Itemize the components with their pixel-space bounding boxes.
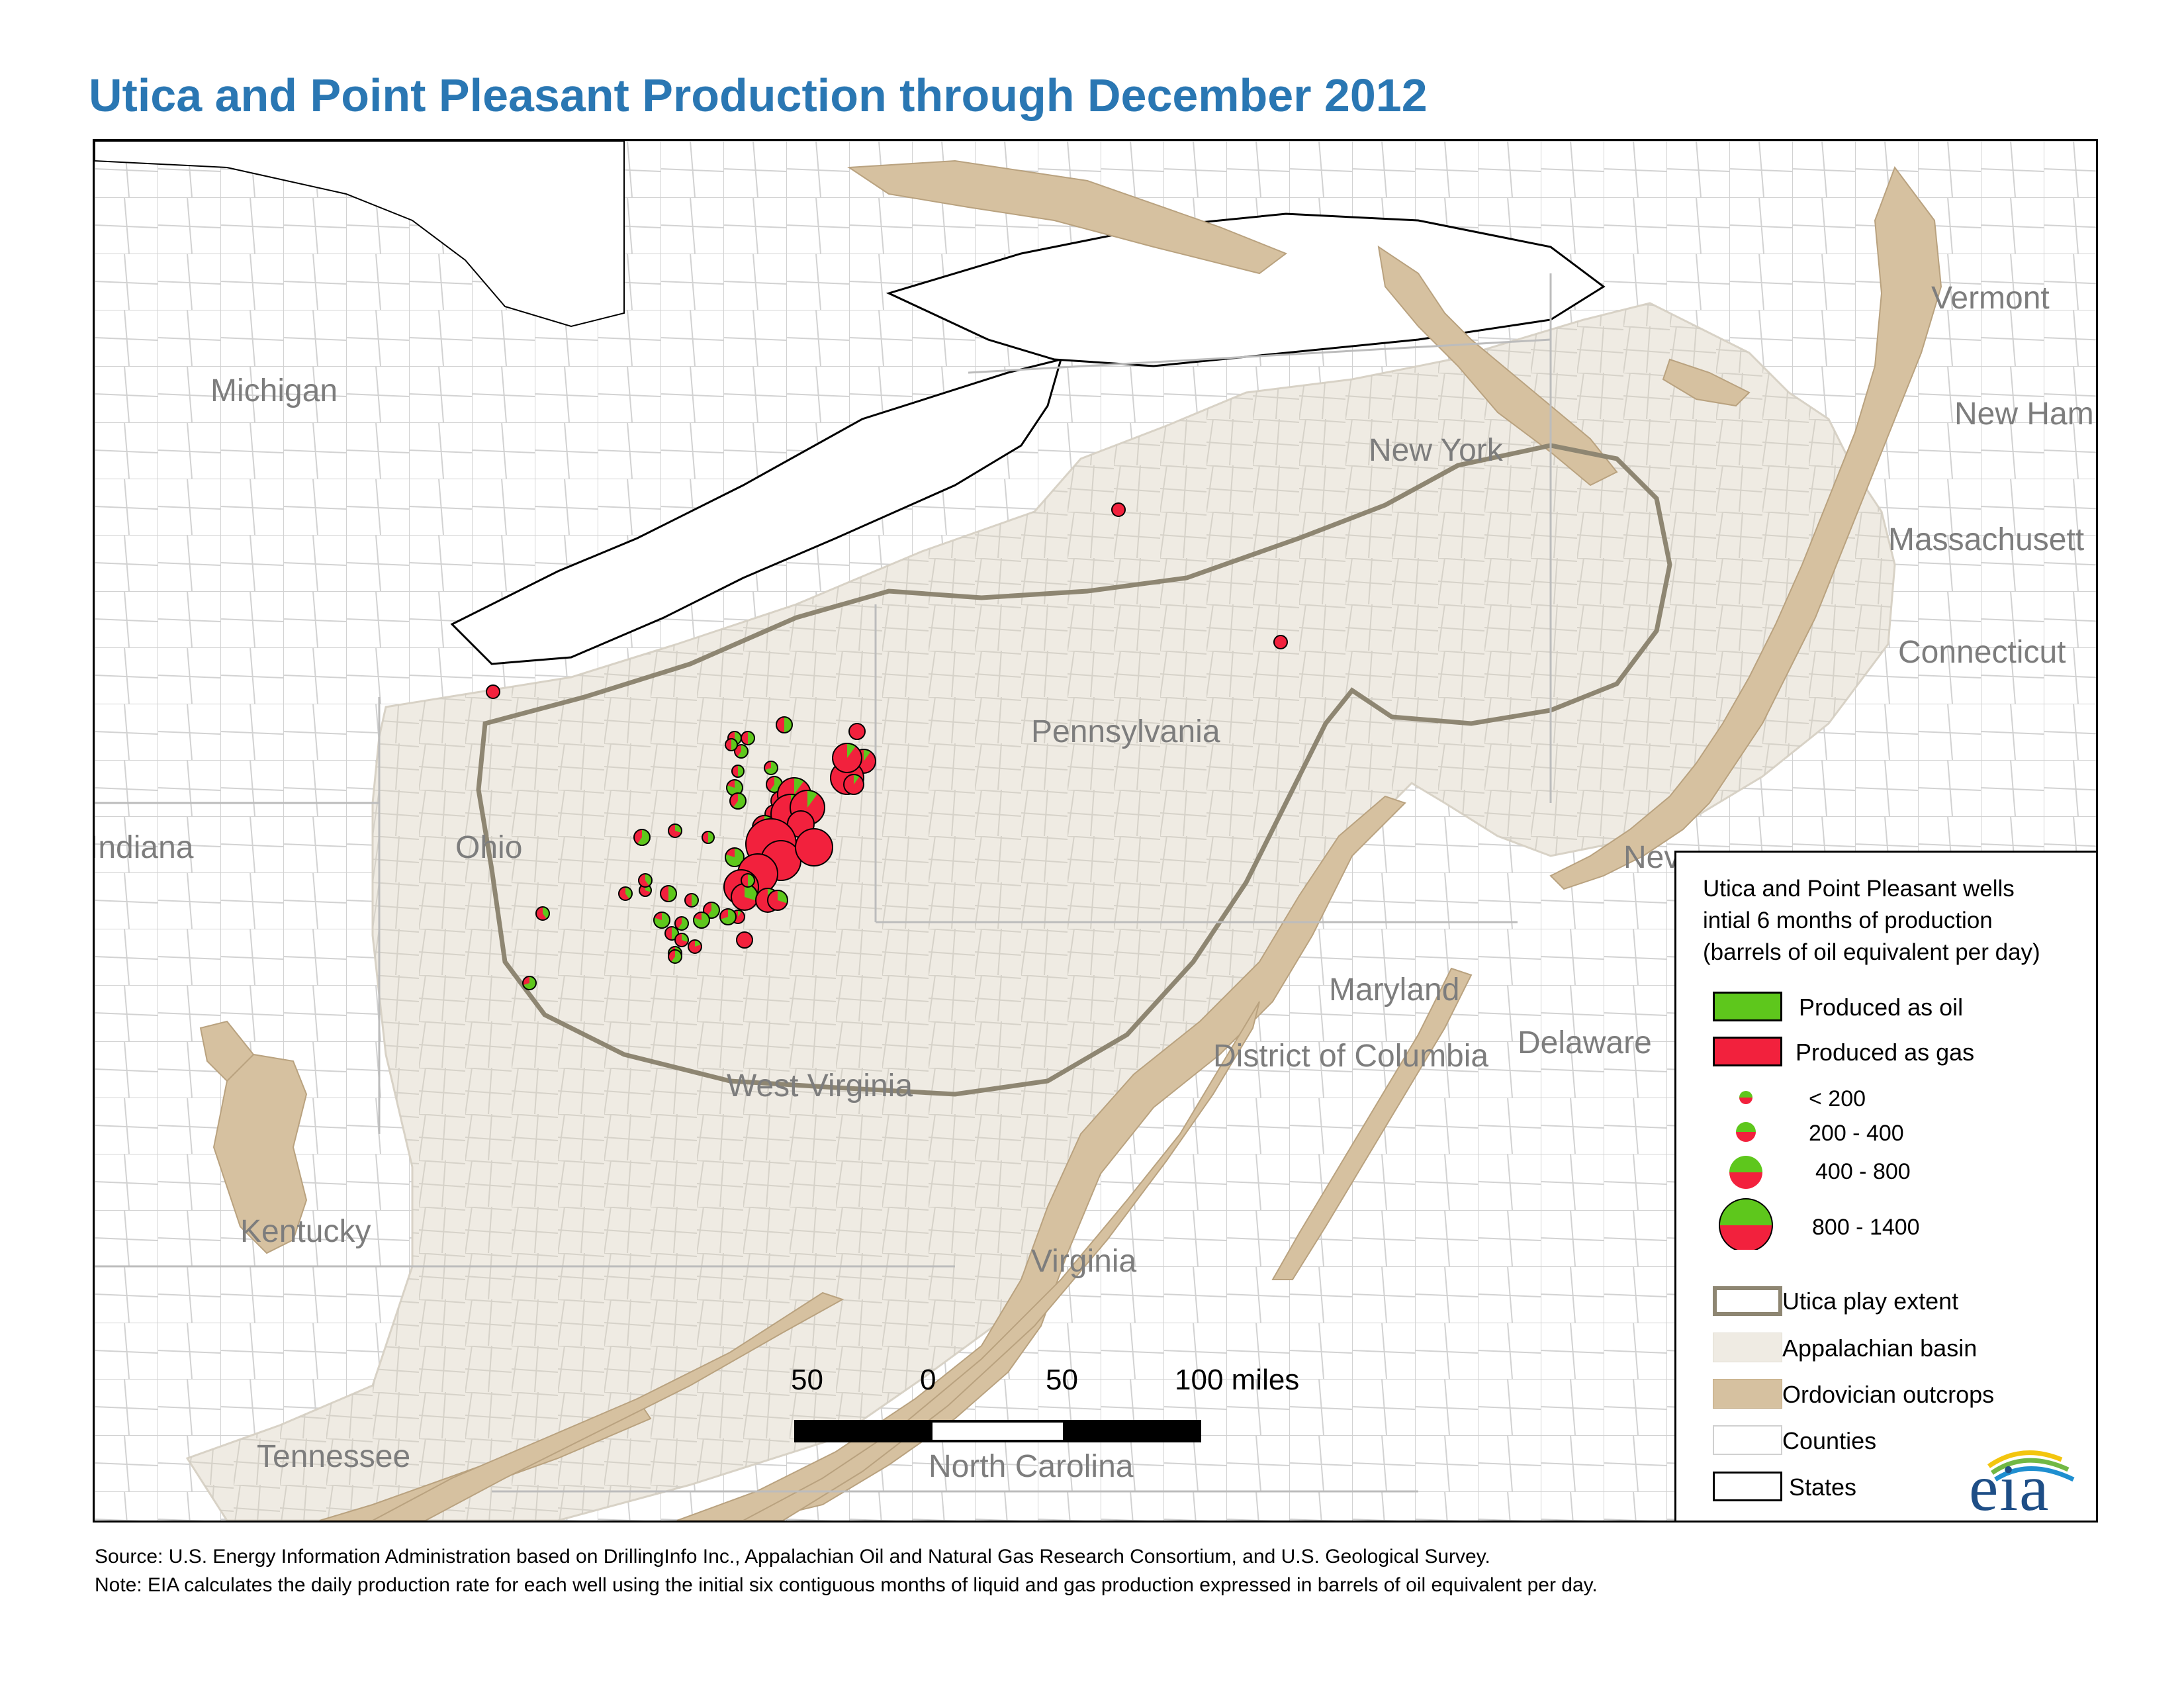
map-legend: Utica and Point Pleasant wells intial 6 … (1674, 851, 2098, 1523)
label-new-hampshire: New Ham (1954, 397, 2094, 432)
label-michigan: Michigan (210, 373, 338, 408)
legend-label-utica-extent: Utica play extent (1782, 1288, 1959, 1315)
legend-title-line1: Utica and Point Pleasant wells (1703, 876, 2015, 902)
label-delaware: Delaware (1518, 1025, 1652, 1060)
label-connecticut: Connecticut (1898, 635, 2066, 670)
label-new-york: New York (1369, 433, 1503, 468)
legend-size-symbol-4 (1719, 1198, 1773, 1250)
label-district-of-columbia: District of Columbia (1213, 1039, 1489, 1074)
legend-label-counties: Counties (1782, 1427, 1877, 1454)
legend-size-label-2: 200 - 400 (1809, 1121, 1904, 1146)
label-vermont: Vermont (1931, 281, 2050, 316)
legend-size-symbol-2 (1736, 1122, 1756, 1142)
scale-label-100-miles: 100 miles (1175, 1364, 1300, 1396)
legend-label-gas: Produced as gas (1796, 1039, 1975, 1066)
legend-label-oil: Produced as oil (1799, 994, 1964, 1021)
label-virginia: Virginia (1031, 1244, 1137, 1279)
label-ohio: Ohio (455, 830, 523, 865)
label-pennsylvania: Pennsylvania (1031, 714, 1220, 749)
legend-swatch-states (1713, 1472, 1782, 1501)
scale-label-50-left: 50 (791, 1364, 823, 1396)
label-kentucky: Kentucky (240, 1214, 371, 1249)
utica-play-extent (476, 443, 1672, 1097)
legend-title-line2: intial 6 months of production (1703, 908, 1993, 933)
eia-logo-arcs (1987, 1450, 2075, 1482)
legend-size-symbols (1719, 1091, 1773, 1250)
legend-swatch-utica-extent (1713, 1286, 1782, 1316)
ordovician-outcrops (199, 160, 1942, 1521)
appalachian-basin-area (185, 302, 1896, 1521)
label-new-jersey: Nev (1623, 840, 1680, 875)
legend-label-basin: Appalachian basin (1782, 1335, 1978, 1362)
label-maryland: Maryland (1329, 972, 1460, 1008)
legend-label-outcrops: Ordovician outcrops (1782, 1381, 1995, 1408)
legend-size-symbol-3 (1729, 1156, 1762, 1189)
scale-label-50-right: 50 (1046, 1364, 1078, 1396)
legend-swatch-outcrops (1713, 1379, 1782, 1409)
label-west-virginia: West Virginia (727, 1068, 913, 1103)
footer-note: Note: EIA calculates the daily productio… (95, 1574, 1598, 1596)
legend-swatch-basin (1713, 1333, 1782, 1362)
legend-size-label-1: < 200 (1809, 1086, 1866, 1111)
map-title: Utica and Point Pleasant Production thro… (89, 70, 1428, 121)
legend-size-label-3: 400 - 800 (1815, 1159, 1911, 1184)
eia-logo-text: eia (1969, 1451, 2050, 1524)
legend-swatch-oil (1713, 992, 1782, 1021)
legend-label-states: States (1789, 1474, 1857, 1501)
footer-source: Source: U.S. Energy Information Administ… (95, 1546, 1490, 1568)
map-frame: Michigan Indiana Ohio Kentucky Tennessee… (93, 139, 2098, 1523)
scale-segment-2 (930, 1420, 1066, 1442)
scale-segment-1 (794, 1420, 930, 1442)
legend-title-line3: (barrels of oil equivalent per day) (1703, 939, 2040, 965)
legend-size-label-4: 800 - 1400 (1812, 1215, 1920, 1240)
legend-swatch-counties (1713, 1425, 1782, 1455)
state-borders (95, 273, 1552, 1493)
scale-segment-3 (1066, 1420, 1201, 1442)
legend-swatch-gas (1713, 1037, 1782, 1066)
label-massachusetts: Massachusett (1888, 522, 2085, 557)
scale-label-0: 0 (920, 1364, 936, 1396)
label-indiana: Indiana (93, 830, 194, 865)
legend-size-symbol-1 (1739, 1091, 1752, 1104)
map-canvas (95, 141, 2096, 1521)
label-north-carolina: North Carolina (929, 1449, 1134, 1484)
label-tennessee: Tennessee (257, 1439, 411, 1474)
